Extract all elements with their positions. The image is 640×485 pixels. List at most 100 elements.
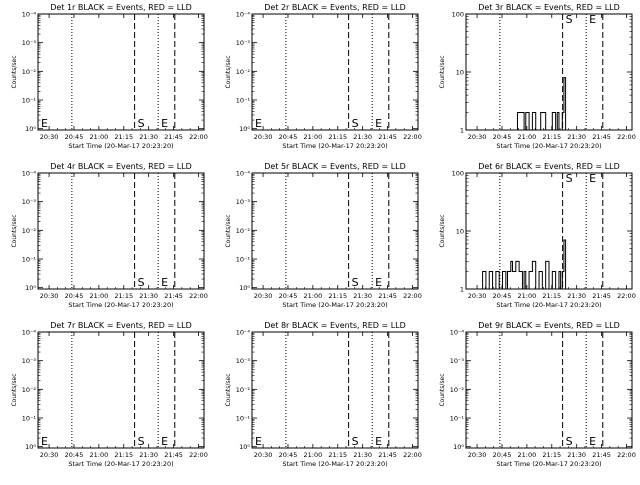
x-tick-label: 21:30 [353,133,372,141]
panel-title: Det 1r BLACK = Events, RED = LLD [50,3,192,12]
x-axis-label: Start Time (20-Mar-17 20:23:20) [282,142,387,150]
x-tick-label: 21:15 [114,292,133,300]
y-tick-label: 10⁻² [22,386,37,394]
plot-frame [465,13,633,131]
x-tick-label: 21:45 [378,133,397,141]
x-tick-label: 22:00 [403,292,422,300]
start-marker: S [566,435,573,448]
y-tick-label: 10⁻³ [236,357,251,365]
panel-title: Det 4r BLACK = Events, RED = LLD [50,162,192,171]
x-tick-label: 21:30 [139,451,158,459]
x-tick-label: 21:30 [353,292,372,300]
y-tick-label: 100 [452,170,464,178]
y-tick-label: 1 [460,127,464,135]
x-tick-label: 22:00 [189,133,208,141]
panel-title: Det 3r BLACK = Events, RED = LLD [478,3,620,12]
end-marker: E [255,117,262,130]
x-tick-label: 21:15 [114,133,133,141]
panel-title: Det 9r BLACK = Events, RED = LLD [478,321,620,330]
x-tick-label: 22:00 [403,133,422,141]
y-tick-label: 10⁻¹ [22,415,37,423]
y-tick-label: 10⁻¹ [236,415,251,423]
start-marker: S [352,117,359,130]
x-tick-label: 22:00 [403,451,422,459]
end-marker: E [161,276,168,289]
end-marker: E [375,435,382,448]
x-tick-label: 20:45 [279,133,298,141]
x-tick-label: 21:00 [304,451,323,459]
panel-det-2: Det 2r BLACK = Events, RED = LLD 10⁰ 10⁻¹ 1… [225,3,422,150]
x-tick-label: 21:30 [567,292,586,300]
x-tick-label: 21:45 [592,451,611,459]
x-tick-label: 20:30 [254,292,273,300]
x-tick-label: 21:15 [114,451,133,459]
y-tick-label: 10⁻¹ [236,97,251,105]
events-lightcurve [499,77,574,131]
start-marker: S [352,276,359,289]
end-marker: E [161,435,168,448]
x-tick-label: 20:45 [279,451,298,459]
x-tick-label: 21:45 [164,292,183,300]
y-axis-label: Counts/sec [225,214,232,247]
y-tick-label: 1 [460,286,464,294]
end-marker: E [375,276,382,289]
x-tick-label: 20:30 [40,451,59,459]
x-axis-label: Start Time (20-Mar-17 20:23:20) [68,460,173,468]
panel-det-3: Det 3r BLACK = Events, RED = LLD 1 10 100 20… [439,3,636,150]
start-marker: S [566,13,573,26]
x-tick-label: 20:30 [254,451,273,459]
x-tick-label: 21:30 [353,451,372,459]
x-tick-label: 21:00 [90,451,109,459]
x-tick-label: 20:45 [493,133,512,141]
x-tick-label: 21:00 [304,292,323,300]
x-axis-label: Start Time (20-Mar-17 20:23:20) [68,301,173,309]
end-marker: E [375,117,382,130]
x-tick-label: 21:45 [164,133,183,141]
y-tick-label: 100 [452,11,464,19]
y-tick-label: 10⁻³ [22,39,37,47]
y-tick-label: 10⁻³ [450,357,465,365]
x-axis-label: Start Time (20-Mar-17 20:23:20) [68,142,173,150]
end-marker: E [589,13,596,26]
x-tick-label: 22:00 [189,292,208,300]
x-tick-label: 20:30 [40,133,59,141]
y-tick-label: 10⁰ [25,443,36,451]
panel-det-5: Det 5r BLACK = Events, RED = LLD 10⁰ 10⁻¹ 1… [225,162,422,309]
x-tick-label: 21:45 [164,451,183,459]
y-tick-label: 10 [456,69,464,77]
start-marker: S [566,172,573,185]
x-tick-label: 21:45 [592,133,611,141]
events-lightcurve [479,239,567,290]
start-marker: S [138,276,145,289]
x-tick-label: 20:45 [65,133,84,141]
x-axis-label: Start Time (20-Mar-17 20:23:20) [282,460,387,468]
y-tick-label: 10⁰ [239,125,250,133]
x-tick-label: 21:45 [378,451,397,459]
start-marker: S [138,117,145,130]
end-marker: E [161,117,168,130]
y-axis-label: Counts/sec [439,373,446,406]
x-axis-label: Start Time (20-Mar-17 20:23:20) [496,460,601,468]
x-tick-label: 21:00 [518,133,537,141]
x-tick-label: 20:45 [279,292,298,300]
y-axis-label: Counts/sec [11,373,18,406]
x-tick-label: 21:15 [328,451,347,459]
plot-frame [251,172,419,290]
x-tick-label: 22:00 [617,451,636,459]
panel-det-9: Det 9r BLACK = Events, RED = LLD 10⁰ 10⁻¹ 1… [439,321,636,468]
y-axis-label: Counts/sec [11,55,18,88]
y-tick-label: 10⁻⁴ [22,11,37,19]
end-marker: E [255,435,262,448]
panel-det-6: Det 6r BLACK = Events, RED = LLD 1 10 100 20… [439,162,636,309]
x-tick-label: 20:45 [493,292,512,300]
y-tick-label: 10⁻⁴ [236,170,251,178]
y-tick-label: 10⁻³ [22,198,37,206]
y-tick-label: 10⁰ [239,284,250,292]
x-tick-label: 22:00 [617,133,636,141]
y-tick-label: 10⁻⁴ [22,329,37,337]
y-axis-label: Counts/sec [439,214,446,247]
x-tick-label: 22:00 [617,292,636,300]
x-tick-label: 20:30 [40,292,59,300]
